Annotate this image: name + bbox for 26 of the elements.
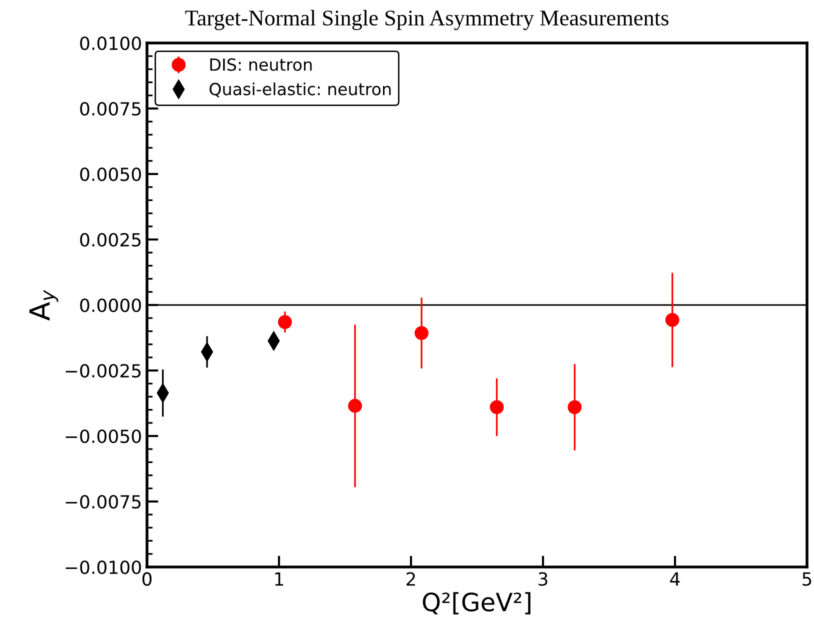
x-tick-label: 3	[538, 572, 548, 586]
chart-title: Target-Normal Single Spin Asymmetry Measurements	[185, 10, 668, 30]
x-tick-label: 2	[406, 572, 415, 586]
legend-label: Quasi-elastic: neutron	[210, 82, 391, 98]
legend-label: DIS: neutron	[210, 58, 312, 71]
y-tick-label: 0.0025	[80, 232, 141, 247]
y-axis-title: A$_{y}$	[29, 290, 58, 321]
point	[414, 326, 429, 340]
point	[278, 315, 292, 329]
point	[348, 398, 362, 413]
point	[568, 400, 582, 414]
x-tick-label: 5	[802, 572, 812, 586]
y-tick-label: −0.0050	[66, 429, 141, 444]
x-tick-label: 4	[670, 572, 680, 586]
point	[490, 400, 504, 414]
x-tick-label: 1	[275, 572, 284, 586]
y-tick-label: −0.0100	[66, 560, 141, 574]
y-tick-label: 0.0000	[80, 298, 141, 312]
y-tick-label: −0.0025	[66, 364, 141, 378]
x-tick-label: 0	[142, 572, 152, 586]
y-tick-label: 0.0100	[80, 36, 141, 50]
y-tick-label: 0.0075	[80, 102, 141, 116]
x-axis-title: Q²[GeV²]	[422, 592, 530, 614]
y-tick-label: 0.0050	[80, 167, 141, 182]
y-tick-label: −0.0075	[66, 494, 141, 509]
point	[665, 312, 680, 327]
